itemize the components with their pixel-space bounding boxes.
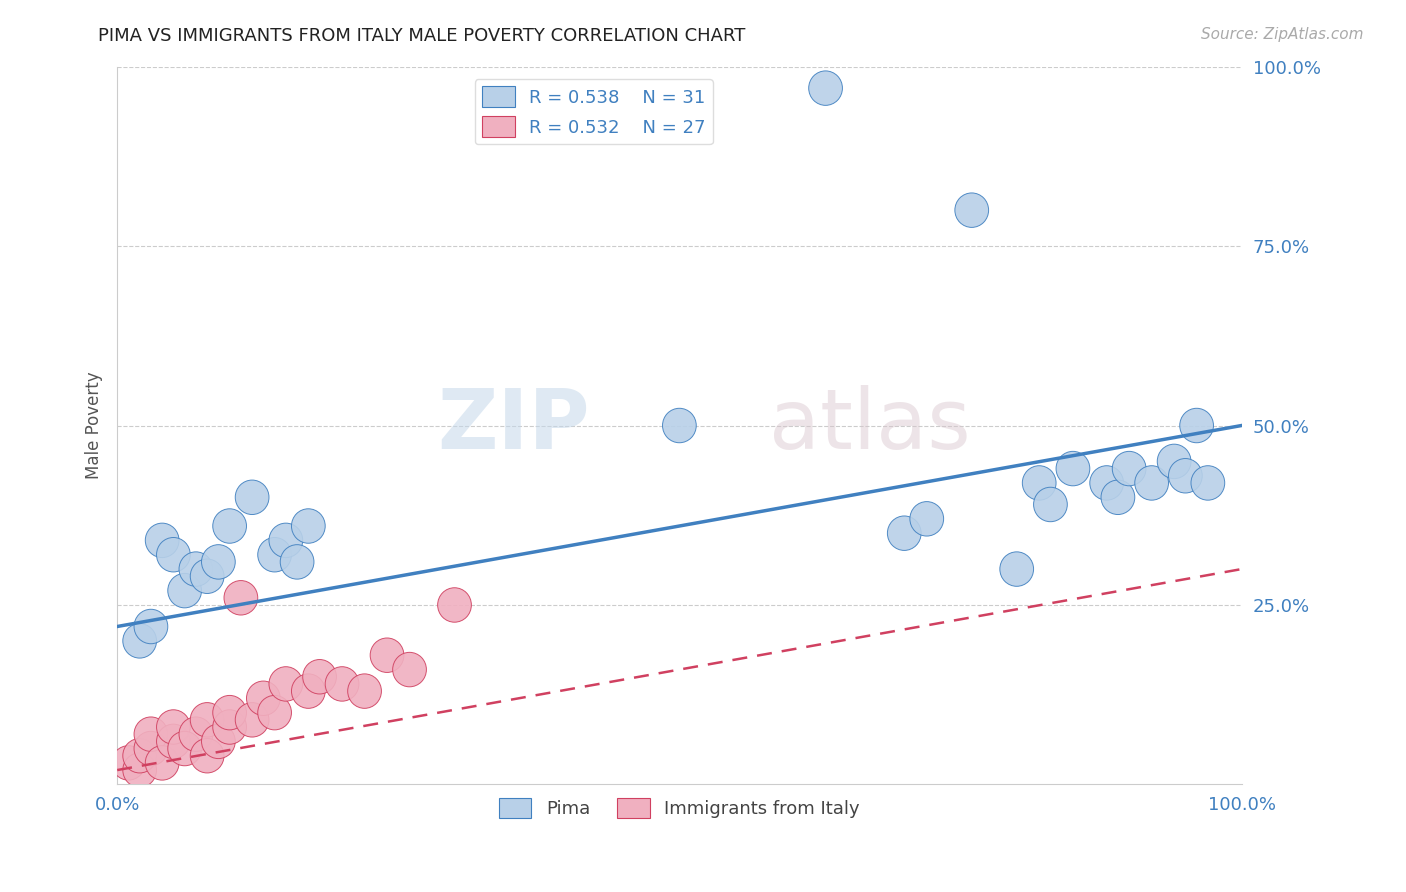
Ellipse shape xyxy=(1033,487,1067,522)
Ellipse shape xyxy=(212,508,246,543)
Ellipse shape xyxy=(1022,466,1056,500)
Ellipse shape xyxy=(179,552,212,586)
Ellipse shape xyxy=(302,659,336,694)
Ellipse shape xyxy=(437,588,471,623)
Ellipse shape xyxy=(1101,480,1135,515)
Ellipse shape xyxy=(122,739,156,773)
Ellipse shape xyxy=(1191,466,1225,500)
Ellipse shape xyxy=(291,508,325,543)
Ellipse shape xyxy=(134,609,167,644)
Ellipse shape xyxy=(156,538,190,572)
Ellipse shape xyxy=(235,480,269,515)
Ellipse shape xyxy=(235,703,269,737)
Ellipse shape xyxy=(134,731,167,765)
Ellipse shape xyxy=(145,523,179,558)
Ellipse shape xyxy=(1180,409,1213,442)
Ellipse shape xyxy=(1157,444,1191,479)
Ellipse shape xyxy=(145,746,179,780)
Ellipse shape xyxy=(156,710,190,744)
Ellipse shape xyxy=(201,545,235,579)
Y-axis label: Male Poverty: Male Poverty xyxy=(86,372,103,479)
Legend: Pima, Immigrants from Italy: Pima, Immigrants from Italy xyxy=(492,790,868,826)
Ellipse shape xyxy=(910,501,943,536)
Ellipse shape xyxy=(291,673,325,708)
Ellipse shape xyxy=(955,193,988,227)
Ellipse shape xyxy=(190,739,224,773)
Ellipse shape xyxy=(167,574,201,607)
Ellipse shape xyxy=(257,538,291,572)
Text: ZIP: ZIP xyxy=(437,385,589,466)
Ellipse shape xyxy=(179,717,212,751)
Ellipse shape xyxy=(1090,466,1123,500)
Ellipse shape xyxy=(1168,458,1202,493)
Text: atlas: atlas xyxy=(769,385,972,466)
Ellipse shape xyxy=(1056,451,1090,486)
Ellipse shape xyxy=(201,724,235,758)
Ellipse shape xyxy=(212,696,246,730)
Ellipse shape xyxy=(190,559,224,593)
Ellipse shape xyxy=(347,673,381,708)
Ellipse shape xyxy=(122,624,156,658)
Ellipse shape xyxy=(662,409,696,442)
Ellipse shape xyxy=(257,696,291,730)
Ellipse shape xyxy=(212,710,246,744)
Ellipse shape xyxy=(370,638,404,673)
Ellipse shape xyxy=(269,666,302,701)
Ellipse shape xyxy=(1135,466,1168,500)
Ellipse shape xyxy=(887,516,921,550)
Text: Source: ZipAtlas.com: Source: ZipAtlas.com xyxy=(1201,27,1364,42)
Ellipse shape xyxy=(190,703,224,737)
Ellipse shape xyxy=(325,666,359,701)
Ellipse shape xyxy=(167,731,201,765)
Ellipse shape xyxy=(134,717,167,751)
Ellipse shape xyxy=(156,724,190,758)
Ellipse shape xyxy=(224,581,257,615)
Ellipse shape xyxy=(1000,552,1033,586)
Ellipse shape xyxy=(1112,451,1146,486)
Text: PIMA VS IMMIGRANTS FROM ITALY MALE POVERTY CORRELATION CHART: PIMA VS IMMIGRANTS FROM ITALY MALE POVER… xyxy=(98,27,745,45)
Ellipse shape xyxy=(808,70,842,105)
Ellipse shape xyxy=(111,746,145,780)
Ellipse shape xyxy=(392,652,426,687)
Ellipse shape xyxy=(269,523,302,558)
Ellipse shape xyxy=(280,545,314,579)
Ellipse shape xyxy=(122,753,156,788)
Ellipse shape xyxy=(246,681,280,715)
